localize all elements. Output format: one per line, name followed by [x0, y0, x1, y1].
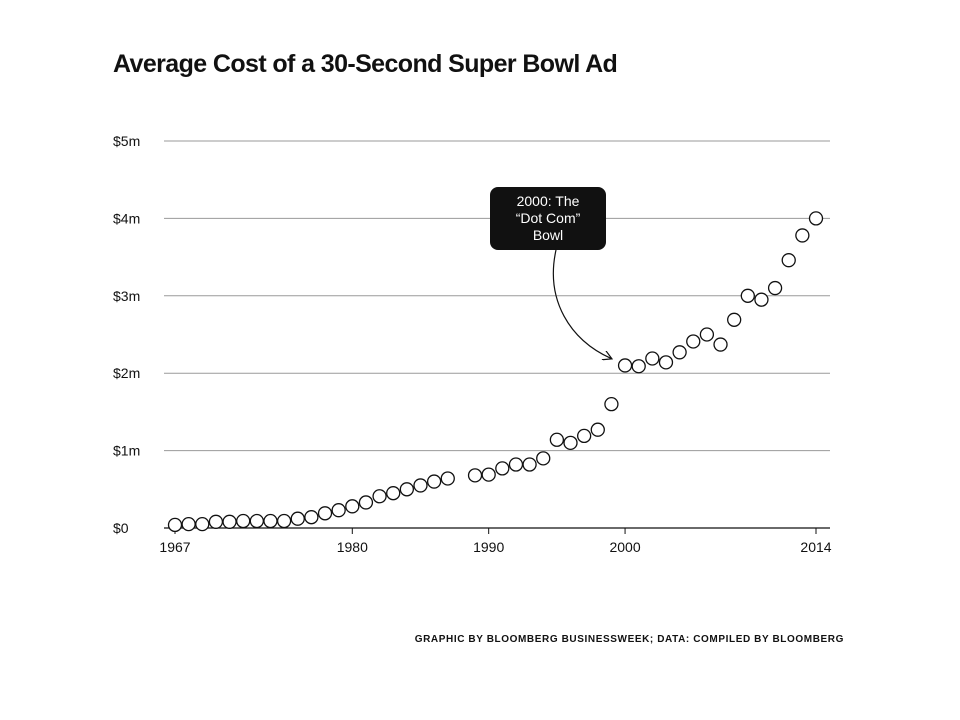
data-point — [345, 499, 360, 514]
annotation-text: Bowl — [533, 227, 563, 243]
data-point — [604, 397, 619, 412]
data-point — [399, 482, 415, 497]
data-point — [617, 358, 633, 373]
annotation-callout: 2000: The“Dot Com”Bowl — [490, 187, 611, 358]
data-point — [686, 334, 701, 349]
chart-title: Average Cost of a 30-Second Super Bowl A… — [113, 50, 618, 78]
data-point — [481, 467, 496, 482]
data-point — [727, 312, 742, 327]
data-point — [290, 511, 305, 526]
data-point — [795, 228, 810, 243]
annotation-arrow — [552, 249, 611, 358]
data-point — [236, 513, 251, 529]
data-point — [263, 513, 278, 529]
data-point — [331, 503, 346, 518]
data-point — [304, 510, 319, 525]
data-point — [413, 478, 428, 493]
y-tick-label: $3m — [113, 288, 140, 304]
data-point — [576, 428, 592, 444]
data-point — [208, 514, 224, 529]
x-axis-tick-labels: 1967 1980 1990 2000 2014 — [159, 528, 832, 555]
annotation-box — [490, 187, 606, 250]
y-tick-label: $1m — [113, 443, 140, 459]
y-tick-label: $4m — [113, 210, 140, 226]
data-point — [508, 457, 524, 472]
data-point — [495, 461, 510, 476]
x-tick-label: 2000 — [609, 539, 640, 555]
y-tick-label: $5m — [113, 133, 140, 149]
data-point — [590, 422, 605, 437]
annotation-text: 2000: The — [517, 193, 580, 209]
data-point — [195, 516, 210, 532]
data-point — [317, 506, 333, 521]
data-point — [713, 337, 728, 352]
data-point — [426, 474, 442, 489]
data-point — [536, 451, 551, 466]
data-point — [658, 355, 674, 370]
x-tick-label: 2014 — [800, 539, 831, 555]
data-point — [631, 359, 646, 374]
data-point — [222, 514, 237, 529]
data-point — [808, 211, 824, 226]
data-point — [276, 513, 292, 529]
gridlines — [164, 140, 830, 529]
data-point — [467, 468, 483, 483]
data-point — [522, 457, 537, 472]
x-tick-label: 1980 — [337, 539, 368, 555]
y-tick-label: $2m — [113, 365, 140, 381]
data-point — [781, 253, 796, 268]
data-point — [358, 495, 374, 510]
data-point — [181, 516, 196, 532]
data-point — [740, 288, 755, 303]
data-point — [167, 517, 183, 533]
y-tick-label: $0 — [113, 520, 129, 536]
data-points — [167, 211, 824, 533]
source-credit: GRAPHIC BY BLOOMBERG BUSINESSWEEK; DATA:… — [414, 634, 844, 645]
x-tick-label: 1990 — [473, 539, 504, 555]
data-point — [549, 432, 565, 447]
data-point — [672, 345, 687, 360]
y-axis-tick-labels: $0 $1m $2m $3m $4m $5m — [113, 133, 140, 536]
x-tick-label: 1967 — [159, 539, 190, 555]
annotation-text: “Dot Com” — [516, 210, 581, 226]
data-point — [699, 327, 715, 342]
data-point — [440, 471, 455, 486]
data-point — [249, 513, 264, 529]
data-point — [386, 486, 401, 501]
data-point — [645, 351, 660, 366]
data-point — [372, 489, 387, 504]
data-point — [767, 280, 783, 296]
data-point — [563, 435, 578, 451]
data-point — [754, 292, 769, 307]
